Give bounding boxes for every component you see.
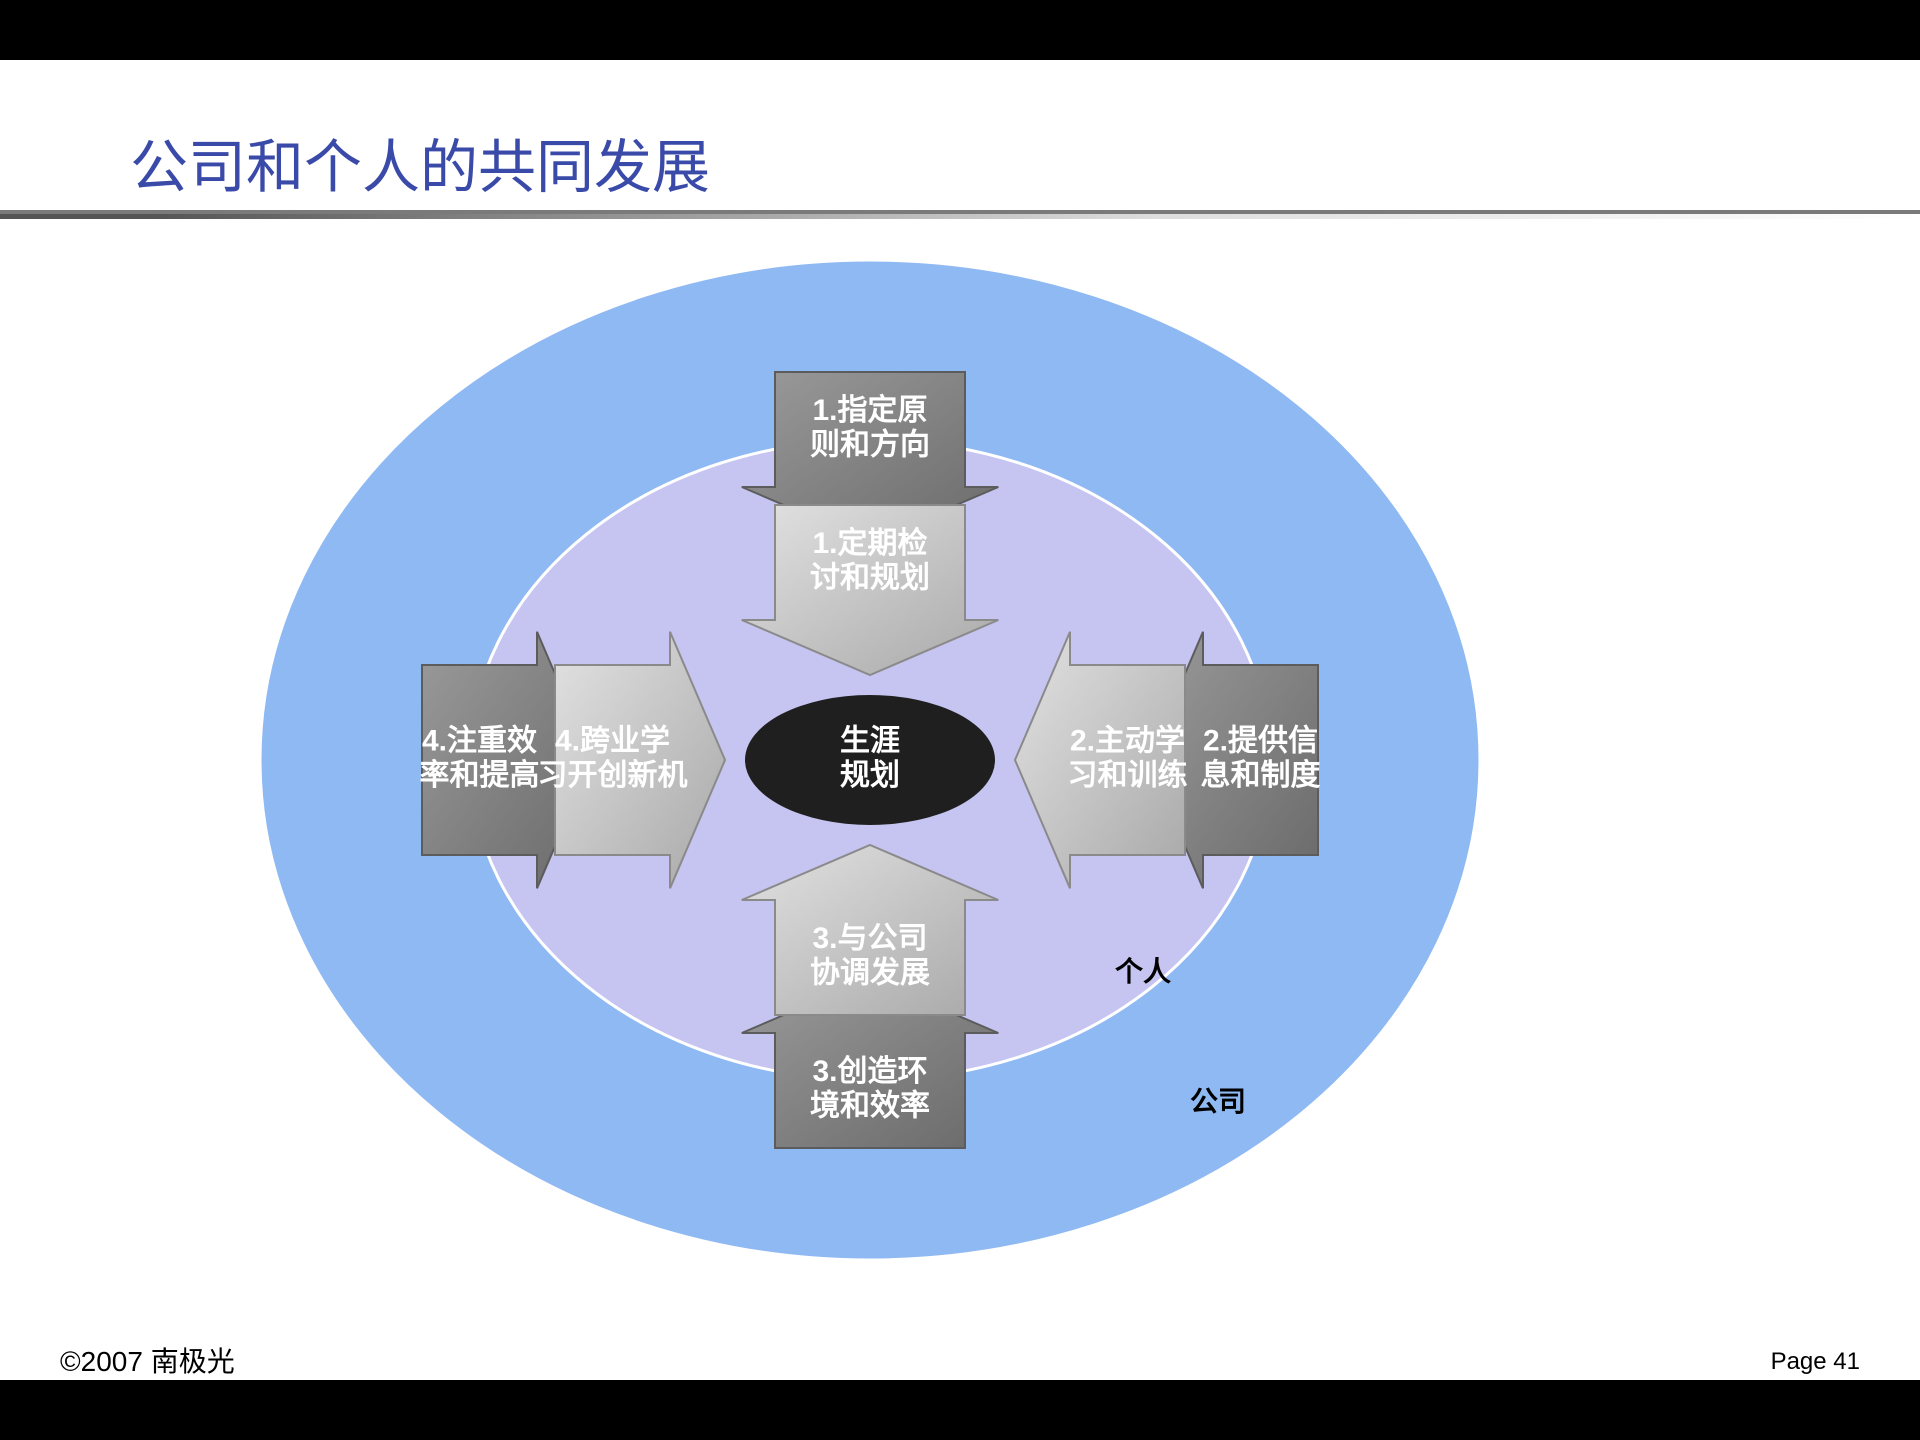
svg-text:境和效率: 境和效率	[810, 1089, 930, 1123]
svg-text:4.注重效: 4.注重效	[422, 725, 537, 758]
svg-text:讨和规划: 讨和规划	[810, 562, 930, 595]
svg-text:1.指定原: 1.指定原	[812, 393, 927, 427]
svg-text:协调发展: 协调发展	[810, 957, 930, 990]
svg-text:息和制度: 息和制度	[1201, 758, 1321, 792]
svg-text:则和方向: 则和方向	[810, 428, 930, 462]
svg-text:3.与公司: 3.与公司	[812, 922, 927, 955]
svg-text:2.主动学: 2.主动学	[1070, 724, 1185, 758]
svg-text:1.定期检: 1.定期检	[812, 526, 927, 560]
svg-text:规划: 规划	[840, 759, 900, 792]
svg-text:生涯: 生涯	[840, 725, 900, 758]
ring-label-inner: 个人	[1115, 950, 1171, 990]
svg-text:4.跨业学: 4.跨业学	[555, 724, 670, 758]
page-number: Page 41	[1771, 1348, 1860, 1376]
diagram-svg: 1.指定原则和方向 2.提供信息和制度 3.创造环境和效率 4.注重效率和提高 1.定期…	[0, 0, 1920, 1440]
ring-label-outer: 公司	[1190, 1080, 1246, 1120]
svg-text:率和提高: 率和提高	[420, 759, 540, 792]
svg-text:习和训练: 习和训练	[1068, 758, 1188, 792]
watermark-text: 头条 @文米先生	[1641, 1305, 1860, 1349]
svg-text:习开创新机: 习开创新机	[538, 759, 688, 792]
svg-text:3.创造环: 3.创造环	[812, 1055, 927, 1088]
svg-text:2.提供信: 2.提供信	[1203, 725, 1318, 758]
copyright-footer: ©2007 南极光	[60, 1340, 235, 1380]
